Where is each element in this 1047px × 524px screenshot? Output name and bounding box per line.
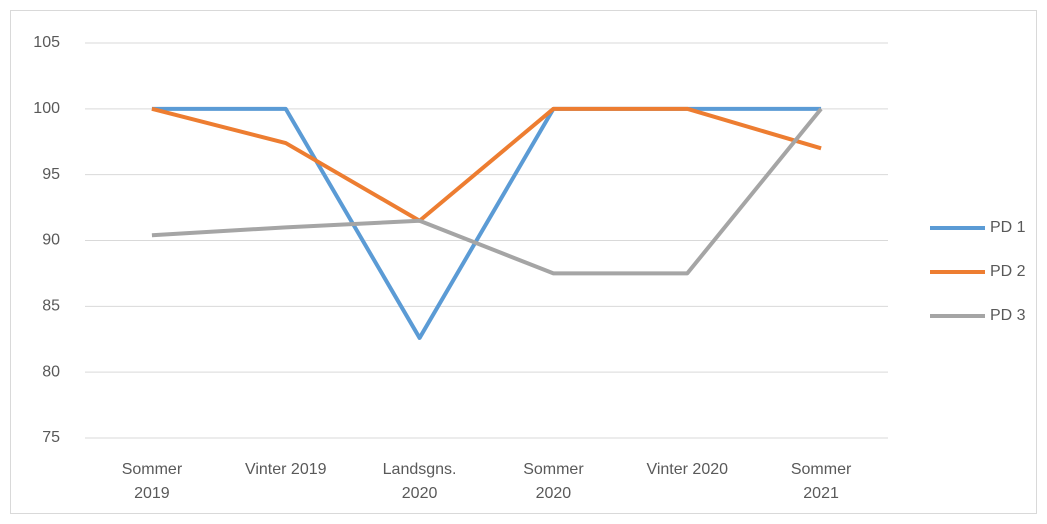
- x-tick-line: Sommer: [122, 461, 183, 478]
- y-tick-label: 95: [42, 166, 60, 183]
- x-tick-line: Sommer: [791, 461, 852, 478]
- legend-label: PD 2: [990, 263, 1026, 280]
- y-tick-label: 90: [42, 232, 60, 249]
- y-tick-label: 105: [33, 34, 60, 51]
- x-tick-label: Sommer 2020: [523, 461, 584, 502]
- series-line: [151, 106, 822, 223]
- x-tick-line: Sommer: [523, 461, 584, 478]
- x-tick-line: 2021: [803, 485, 839, 502]
- y-tick-label: 85: [42, 298, 60, 315]
- x-tick-label: Vinter 2020: [646, 461, 728, 478]
- y-tick-label: 100: [33, 100, 60, 117]
- y-tick-label: 75: [42, 429, 60, 446]
- x-tick-line: 2020: [536, 485, 572, 502]
- y-tick-label: 80: [42, 363, 60, 380]
- x-tick-label: Landsgns. 2020: [383, 461, 457, 502]
- x-tick-label: Sommer 2019: [122, 461, 183, 502]
- legend-label: PD 3: [990, 307, 1026, 324]
- x-tick-line: 2020: [402, 485, 438, 502]
- x-tick-label: Vinter 2019: [245, 461, 327, 478]
- series-line: [151, 106, 822, 340]
- series-line: [151, 107, 823, 276]
- legend-label: PD 1: [990, 219, 1026, 236]
- x-tick-line: Landsgns.: [383, 461, 457, 478]
- x-tick-label: Sommer 2021: [791, 461, 852, 502]
- x-tick-line: 2019: [134, 485, 170, 502]
